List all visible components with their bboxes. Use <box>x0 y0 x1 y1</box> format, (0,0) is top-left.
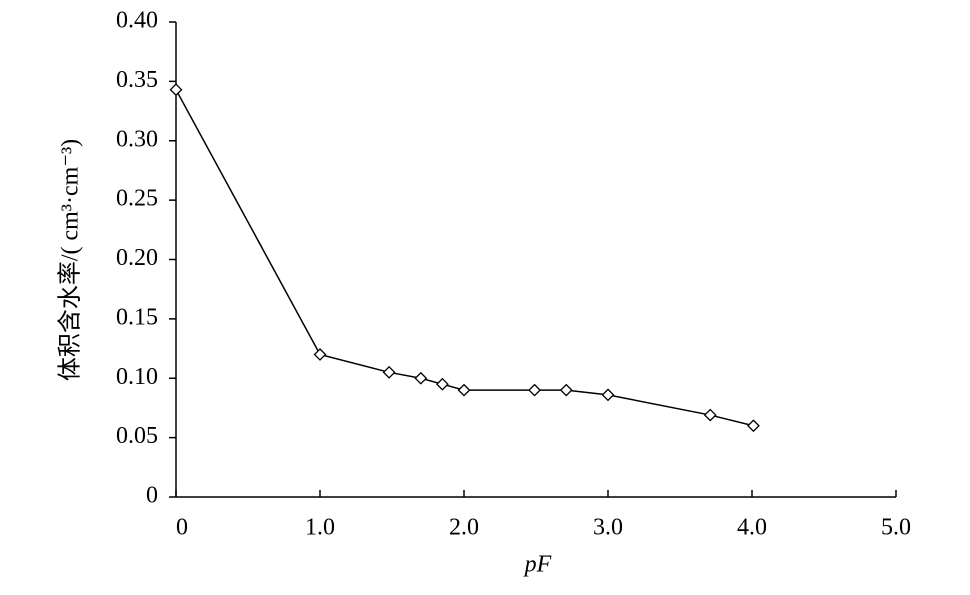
point-marker <box>601 388 615 402</box>
point-marker <box>703 408 717 422</box>
y-tick-label: 0.25 <box>116 186 158 212</box>
x-tick-label: 4.0 <box>737 515 767 541</box>
y-tick-label: 0.15 <box>116 304 158 330</box>
y-tick-label: 0.30 <box>116 126 158 152</box>
x-tick-label: 1.0 <box>305 515 335 541</box>
point-marker <box>457 383 471 397</box>
point-marker <box>747 419 760 433</box>
y-tick-label: 0 <box>146 483 158 509</box>
y-tick-label: 0.35 <box>116 67 158 93</box>
point-marker <box>559 383 573 397</box>
x-axis-label: pF <box>523 552 552 578</box>
y-tick-label: 0.20 <box>116 245 158 271</box>
point-marker <box>435 377 449 391</box>
point-marker <box>169 83 183 97</box>
x-tick-label: 2.0 <box>449 515 479 541</box>
point-marker <box>313 348 327 361</box>
point-marker <box>528 383 541 397</box>
series-line <box>175 89 754 427</box>
y-tick-label: 0.05 <box>116 423 158 449</box>
y-tick-label: 0.10 <box>116 364 158 390</box>
x-tick-label: 5.0 <box>881 515 911 541</box>
point-marker <box>382 365 396 379</box>
y-axis-label: 体积含水率/( cm³·cm⁻³) <box>57 139 84 381</box>
point-marker <box>414 371 428 385</box>
x-tick-label: 0 <box>176 515 188 541</box>
x-tick-label: 3.0 <box>593 515 623 541</box>
y-tick-label: 0.40 <box>116 8 158 34</box>
